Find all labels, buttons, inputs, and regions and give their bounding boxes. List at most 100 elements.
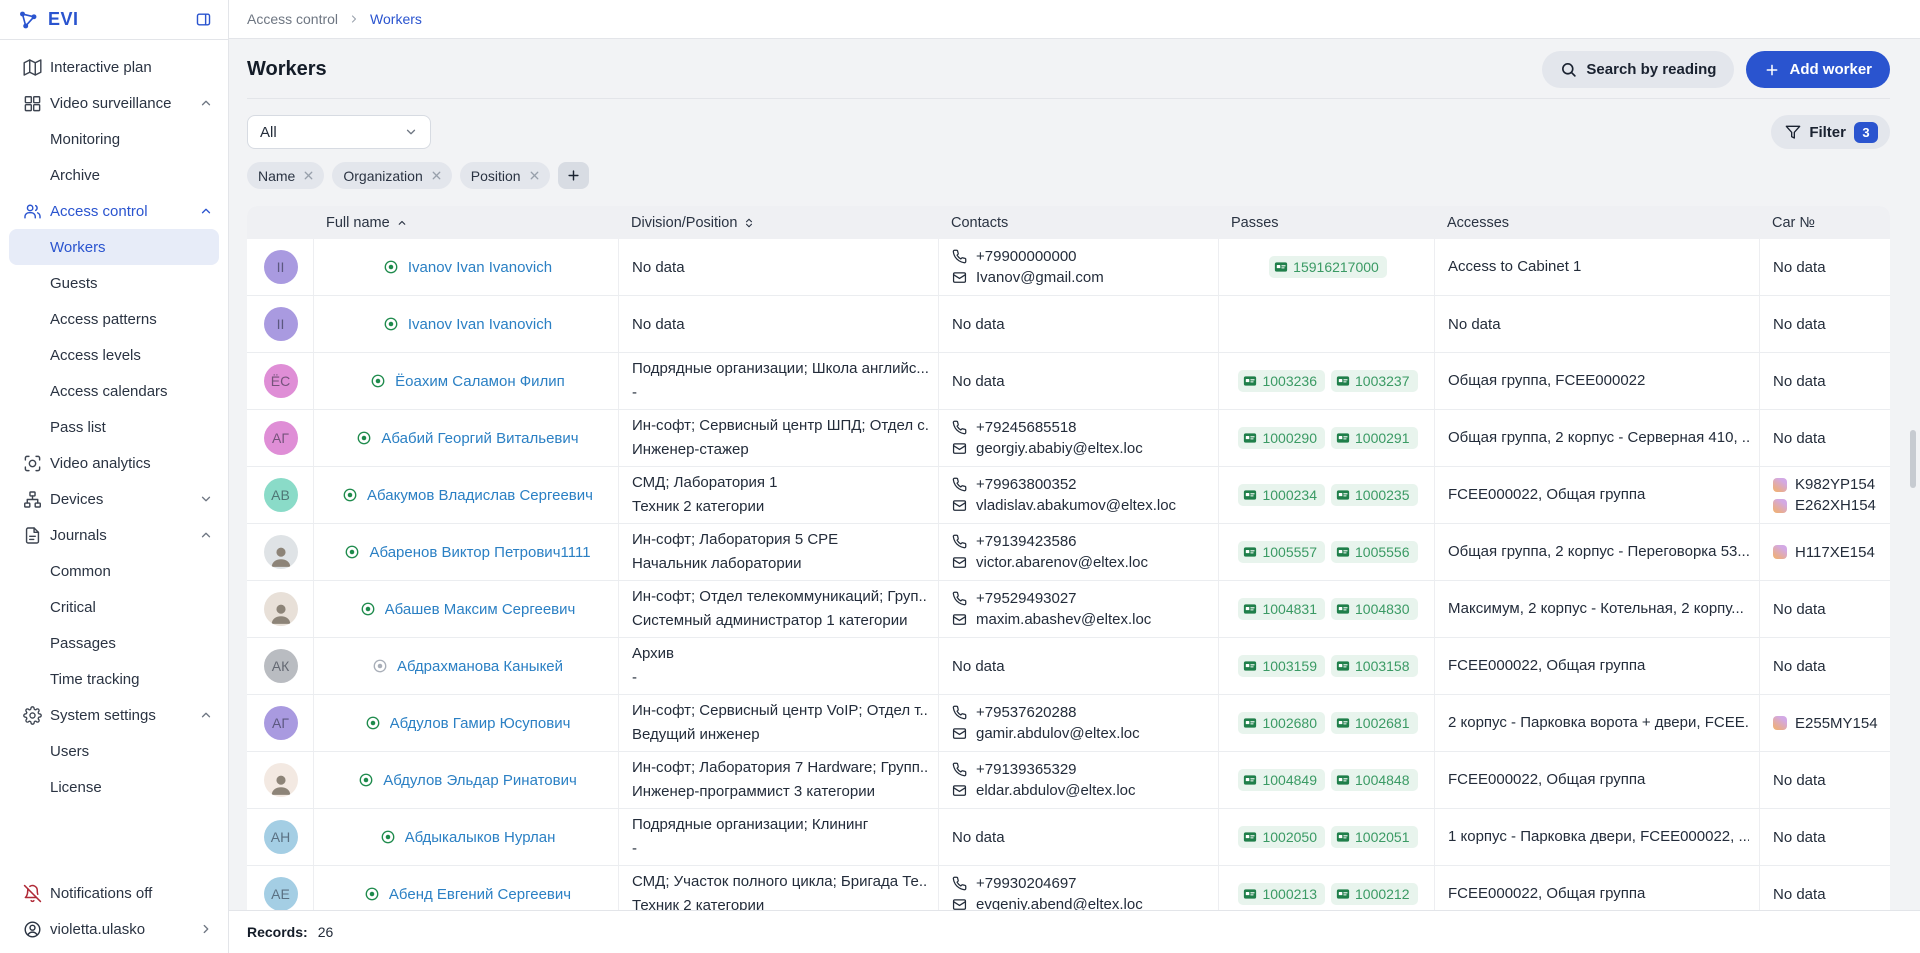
sidebar-item-video-analytics[interactable]: Video analytics bbox=[9, 445, 219, 481]
worker-name-link[interactable]: Абашев Максим Сергеевич bbox=[384, 600, 576, 618]
worker-name-link[interactable]: Абабий Георгий Витальевич bbox=[381, 429, 579, 447]
contacts-cell: No data bbox=[938, 353, 1218, 409]
division-cell: Архив - bbox=[618, 638, 938, 694]
table-row[interactable]: Абашев Максим Сергеевич Ин-софт; Отдел т… bbox=[247, 581, 1890, 638]
name-cell: Абабий Георгий Витальевич bbox=[313, 410, 618, 466]
table-row[interactable]: Абдулов Эльдар Ринатович Ин-софт; Лабора… bbox=[247, 752, 1890, 809]
sidebar-item-video-surveillance[interactable]: Video surveillance bbox=[9, 85, 219, 121]
card-icon bbox=[1336, 830, 1350, 844]
phone-number: +79930204697 bbox=[976, 875, 1077, 892]
sidebar-item-critical[interactable]: Critical bbox=[9, 589, 219, 625]
chevron-icon bbox=[199, 564, 213, 578]
sidebar-item-access-levels[interactable]: Access levels bbox=[9, 337, 219, 373]
column-header-division-position[interactable]: Division/Position bbox=[618, 215, 938, 231]
add-filter-chip-button[interactable] bbox=[557, 162, 589, 189]
scrollbar-thumb[interactable] bbox=[1910, 430, 1916, 488]
close-icon[interactable] bbox=[430, 169, 443, 182]
sidebar-item-monitoring[interactable]: Monitoring bbox=[9, 121, 219, 157]
worker-name-link[interactable]: Ёоахим Саламон Филип bbox=[395, 372, 565, 390]
sidebar-item-access-control[interactable]: Access control bbox=[9, 193, 219, 229]
table-row[interactable]: АЕ Абенд Евгений Сергеевич СМД; Участок … bbox=[247, 866, 1890, 910]
worker-status-icon bbox=[364, 886, 380, 902]
worker-name-link[interactable]: Ivanov Ivan Ivanovich bbox=[407, 315, 553, 333]
avatar-cell: ЁС bbox=[247, 353, 313, 409]
table-row[interactable]: II Ivanov Ivan Ivanovich No data +799000… bbox=[247, 239, 1890, 296]
accesses-text: Общая группа, 2 корпус - Переговорка 53.… bbox=[1448, 543, 1749, 561]
table-row[interactable]: Абаренов Виктор Петрович1111 Ин-софт; Ла… bbox=[247, 524, 1890, 581]
contacts-cell: +79963800352 vladislav.abakumov@eltex.lo… bbox=[938, 467, 1218, 523]
division-line: - bbox=[632, 384, 637, 401]
email-line: evgeniy.abend@eltex.loc bbox=[952, 896, 1208, 910]
sidebar-item-passages[interactable]: Passages bbox=[9, 625, 219, 661]
phone-line: +79245685518 bbox=[952, 419, 1208, 436]
table-row[interactable]: АН Абдыкалыков Нурлан Подрядные организа… bbox=[247, 809, 1890, 866]
division-cell: СМД; Лаборатория 1 Техник 2 категории bbox=[618, 467, 938, 523]
division-line: СМД; Участок полного цикла; Бригада Те..… bbox=[632, 873, 928, 891]
sidebar-item-license[interactable]: License bbox=[9, 769, 219, 805]
worker-name-link[interactable]: Абенд Евгений Сергеевич bbox=[388, 885, 572, 903]
chevron-up-icon bbox=[199, 528, 213, 542]
passes-cell: 1005557 1005556 bbox=[1218, 524, 1434, 580]
accesses-cell: FCEE000022, Общая группа bbox=[1434, 467, 1759, 523]
chevron-icon bbox=[199, 276, 213, 290]
name-cell: Абдыкалыков Нурлан bbox=[313, 809, 618, 865]
table-row[interactable]: АГ Абдулов Гамир Юсупович Ин-софт; Серви… bbox=[247, 695, 1890, 752]
sidebar-footer-notifications-off[interactable]: Notifications off bbox=[9, 875, 219, 911]
accesses-text: 1 корпус - Парковка двери, FCEE000022, .… bbox=[1448, 828, 1749, 846]
sidebar-item-time-tracking[interactable]: Time tracking bbox=[9, 661, 219, 697]
breadcrumb-parent[interactable]: Access control bbox=[247, 11, 339, 27]
sidebar-item-access-calendars[interactable]: Access calendars bbox=[9, 373, 219, 409]
table-row[interactable]: АК Абдрахманова Каныкей Архив - No data 1… bbox=[247, 638, 1890, 695]
filter-button[interactable]: Filter 3 bbox=[1771, 115, 1890, 149]
sidebar-item-label: Users bbox=[50, 742, 90, 760]
no-data-text: No data bbox=[952, 828, 1005, 846]
worker-name-link[interactable]: Абдулов Гамир Юсупович bbox=[389, 714, 571, 732]
sidebar-collapse-icon[interactable] bbox=[195, 11, 212, 28]
pass-number: 1002050 bbox=[1262, 829, 1317, 845]
worker-name-link[interactable]: Ivanov Ivan Ivanovich bbox=[407, 258, 553, 276]
filter-chip-label: Name bbox=[258, 167, 296, 184]
sidebar-item-access-patterns[interactable]: Access patterns bbox=[9, 301, 219, 337]
sidebar-item-users[interactable]: Users bbox=[9, 733, 219, 769]
avatar: АЕ bbox=[263, 877, 298, 910]
add-worker-button[interactable]: Add worker bbox=[1746, 51, 1890, 88]
search-icon bbox=[1560, 61, 1577, 78]
filter-row: All Filter 3 bbox=[247, 115, 1890, 149]
search-by-reading-button[interactable]: Search by reading bbox=[1542, 51, 1735, 88]
filter-chip-position[interactable]: Position bbox=[459, 162, 550, 189]
scope-select[interactable]: All bbox=[247, 115, 431, 149]
worker-name-link[interactable]: Абдрахманова Каныкей bbox=[396, 657, 564, 675]
pass-number: 1003237 bbox=[1355, 373, 1410, 389]
close-icon[interactable] bbox=[528, 169, 541, 182]
phone-line: +79529493027 bbox=[952, 590, 1208, 607]
sidebar-item-common[interactable]: Common bbox=[9, 553, 219, 589]
table-row[interactable]: ЁС Ёоахим Саламон Филип Подрядные органи… bbox=[247, 353, 1890, 410]
close-icon[interactable] bbox=[302, 169, 315, 182]
name-cell: Ivanov Ivan Ivanovich bbox=[313, 296, 618, 352]
sidebar-item-devices[interactable]: Devices bbox=[9, 481, 219, 517]
worker-name-link[interactable]: Абдыкалыков Нурлан bbox=[404, 828, 556, 846]
system-settings-icon bbox=[23, 705, 42, 725]
column-header-accesses: Accesses bbox=[1447, 214, 1510, 231]
sidebar-item-journals[interactable]: Journals bbox=[9, 517, 219, 553]
sidebar-footer-violetta-ulasko[interactable]: violetta.ulasko bbox=[9, 911, 219, 947]
worker-name-link[interactable]: Абдулов Эльдар Ринатович bbox=[383, 771, 577, 789]
division-line: Подрядные организации; Школа английс... bbox=[632, 360, 928, 378]
sidebar-item-guests[interactable]: Guests bbox=[9, 265, 219, 301]
filter-chip-name[interactable]: Name bbox=[247, 162, 325, 189]
table-row[interactable]: II Ivanov Ivan Ivanovich No data No data… bbox=[247, 296, 1890, 353]
sidebar-logo-row: EVI bbox=[0, 0, 228, 40]
table-row[interactable]: АВ Абакумов Владислав Сергеевич СМД; Лаб… bbox=[247, 467, 1890, 524]
sidebar-item-pass-list[interactable]: Pass list bbox=[9, 409, 219, 445]
sidebar-item-system-settings[interactable]: System settings bbox=[9, 697, 219, 733]
sidebar-item-archive[interactable]: Archive bbox=[9, 157, 219, 193]
sidebar-item-workers[interactable]: Workers bbox=[9, 229, 219, 265]
worker-name-link[interactable]: Абаренов Виктор Петрович1111 bbox=[369, 543, 591, 561]
worker-name-link[interactable]: Абакумов Владислав Сергеевич bbox=[367, 486, 593, 504]
pass-badge: 1000290 bbox=[1238, 427, 1325, 449]
table-row[interactable]: АГ Абабий Георгий Витальевич Ин-софт; Се… bbox=[247, 410, 1890, 467]
contacts-cell: +79139365329 eldar.abdulov@eltex.loc bbox=[938, 752, 1218, 808]
sidebar-item-interactive-plan[interactable]: Interactive plan bbox=[9, 49, 219, 85]
column-header-full-name[interactable]: Full name bbox=[313, 215, 618, 231]
filter-chip-organization[interactable]: Organization bbox=[332, 162, 452, 189]
